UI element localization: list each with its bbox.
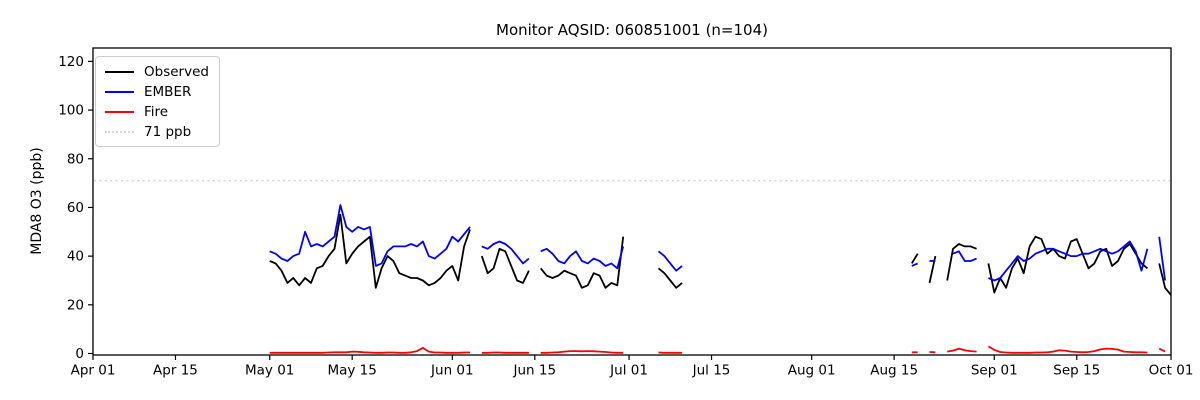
legend-label: EMBER (144, 83, 192, 100)
legend-item-observed: Observed (105, 63, 209, 80)
series-line-observed (269, 213, 471, 289)
y-tick-label: 100 (58, 103, 84, 119)
x-tick-label: Sep 01 (971, 363, 1018, 379)
series-line-observed (480, 247, 530, 284)
y-tick-label: 20 (67, 297, 84, 313)
legend-item-71-ppb: 71 ppb (105, 123, 209, 140)
x-tick-label: May 01 (245, 363, 294, 379)
legend-line-sample (105, 130, 134, 133)
legend-line-sample (105, 70, 134, 73)
legend-line-sample (105, 110, 134, 113)
series-line-fire (1158, 347, 1166, 353)
series-line-observed (1158, 263, 1172, 296)
x-tick-label: Jun 15 (513, 363, 557, 379)
legend-label: 71 ppb (144, 123, 192, 140)
series-line-ember (911, 262, 919, 267)
x-tick-label: Apr 01 (71, 363, 116, 379)
series-line-observed (946, 243, 977, 281)
x-tick-label: Oct 01 (1149, 363, 1194, 379)
series-line-ember (657, 250, 683, 272)
y-tick-label: 60 (67, 200, 84, 216)
series-line-ember (1158, 236, 1166, 281)
x-tick-label: Jun 01 (430, 363, 474, 379)
x-tick-label: Sep 15 (1053, 363, 1100, 379)
x-tick-label: Aug 01 (788, 363, 836, 379)
legend-item-fire: Fire (105, 103, 209, 120)
x-tick-label: Aug 15 (870, 363, 918, 379)
x-tick-label: May 15 (327, 363, 376, 379)
series-line-observed (657, 267, 683, 289)
legend-item-ember: EMBER (105, 83, 209, 100)
legend-label: Fire (144, 103, 169, 120)
series-line-ember (540, 246, 625, 270)
series-line-observed (987, 235, 1148, 294)
plot-border (92, 47, 1172, 356)
series-line-fire (987, 345, 1148, 354)
y-tick-label: 40 (67, 249, 84, 265)
legend: Observed EMBER Fire 71 ppb (95, 56, 220, 147)
series-line-fire (269, 346, 470, 354)
series-line-fire (540, 350, 624, 354)
legend-label: Observed (144, 63, 209, 80)
series-line-ember (481, 240, 530, 265)
x-tick-label: Apr 15 (153, 363, 198, 379)
y-tick-label: 120 (58, 54, 84, 70)
legend-line-sample (105, 90, 134, 93)
series-line-ember (988, 240, 1149, 282)
series-line-ember (952, 250, 977, 262)
y-tick-label: 80 (67, 151, 84, 167)
chart-title: Monitor AQSID: 060851001 (n=104) (496, 21, 768, 39)
x-tick-label: Jul 01 (609, 363, 648, 379)
y-tick-label: 0 (75, 346, 84, 362)
x-tick-label: Jul 15 (692, 363, 731, 379)
series-line-ember (269, 204, 471, 267)
series-line-fire (947, 347, 977, 353)
series-line-observed (911, 253, 919, 264)
y-axis-label: MDA8 O3 (ppb) (29, 147, 45, 255)
series-line-observed (540, 236, 625, 289)
